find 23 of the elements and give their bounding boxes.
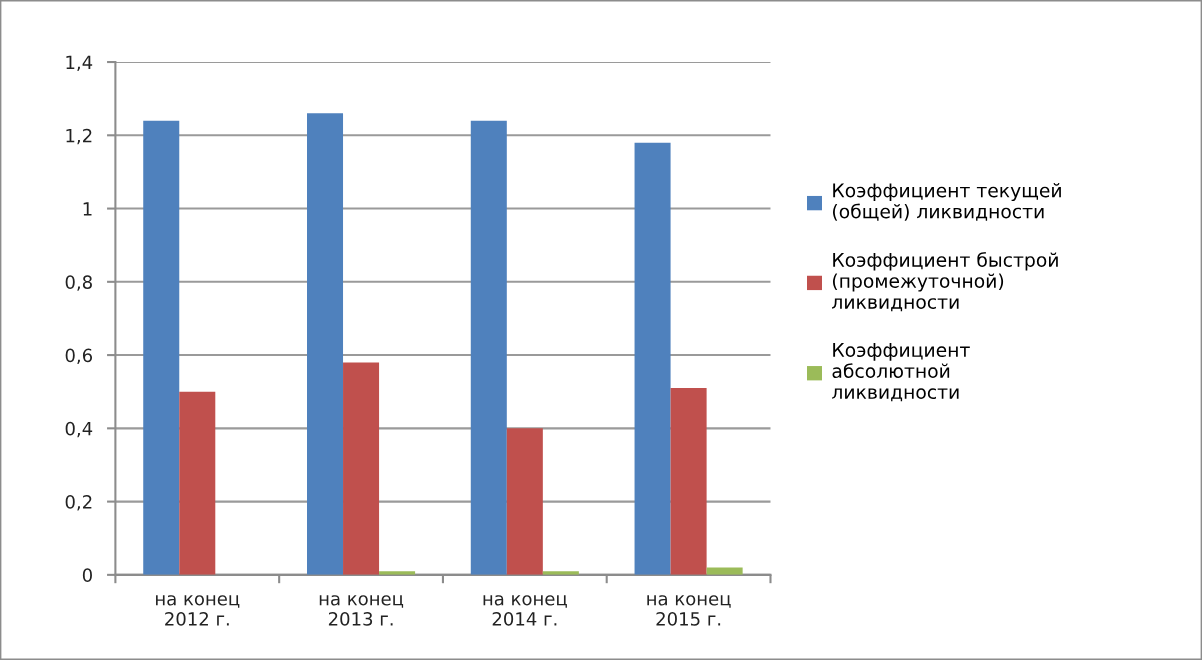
y-tick-label: 1 — [83, 202, 92, 216]
bar — [634, 142, 671, 575]
y-tick-label: 0,8 — [65, 275, 92, 291]
y-tick-label: 0 — [82, 568, 92, 582]
y-tick-label: 0,4 — [65, 421, 93, 438]
y-tick-label: 1,2 — [66, 128, 92, 145]
bar — [179, 391, 216, 575]
x-tick-label: на конец 2013 г. — [319, 595, 404, 626]
legend-label: Коэффициент абсолютной ликвидности — [832, 343, 970, 402]
legend-label: Коэффициент быстрой (промежуточной) ликвидности — [832, 252, 1058, 312]
bar — [506, 428, 543, 575]
legend-label: Коэффициент текущей (общей) ликвидности — [833, 183, 1061, 221]
bar — [470, 120, 507, 575]
bar — [343, 362, 380, 575]
bar — [143, 120, 180, 575]
x-tick-label: на конец 2015 г. — [647, 595, 731, 626]
y-tick-label: 1,4 — [66, 55, 93, 71]
x-tick-label: на конец 2014 г. — [483, 595, 567, 626]
y-tick-label: 0,6 — [65, 348, 93, 365]
x-tick-label: на конец 2012 г. — [156, 595, 240, 626]
bar — [307, 113, 344, 575]
y-tick-label: 0,2 — [65, 495, 92, 511]
bar — [670, 388, 707, 575]
